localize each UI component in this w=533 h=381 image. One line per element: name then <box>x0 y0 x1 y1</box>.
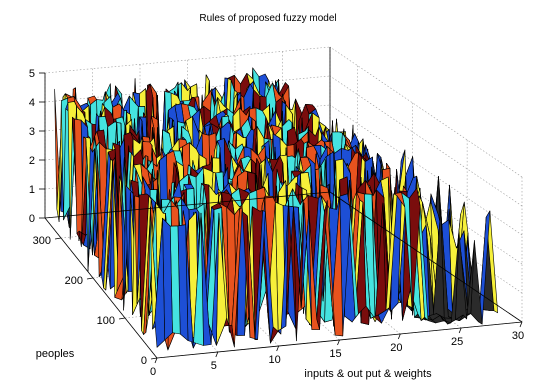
x-tick-mark <box>397 333 401 340</box>
grid-line <box>329 46 523 178</box>
x-tick-mark <box>458 327 462 334</box>
box-edge <box>44 191 331 219</box>
y-axis-line <box>44 217 158 359</box>
x-tick-label: 10 <box>269 354 281 366</box>
y-tick-mark <box>86 277 94 280</box>
x-axis-label: inputs & out put & weights <box>304 368 432 380</box>
x-tick-label: 20 <box>390 342 402 354</box>
x-tick-mark <box>215 351 219 358</box>
y-axis-label: peoples <box>36 348 75 360</box>
grid-line <box>329 75 523 207</box>
x-tick-label: 0 <box>150 366 156 378</box>
z-tick-label: 1 <box>29 184 35 196</box>
y-tick-mark <box>118 317 126 320</box>
z-tick-label: 2 <box>29 155 35 167</box>
x-tick-label: 25 <box>451 336 463 348</box>
z-tick-label: 5 <box>29 68 35 80</box>
chart-title: Rules of proposed fuzzy model <box>199 13 336 24</box>
z-tick-label: 3 <box>29 126 35 138</box>
x-tick-mark <box>154 357 158 364</box>
x-tick-mark <box>337 339 340 346</box>
y-tick-label: 300 <box>33 235 51 247</box>
x-tick-label: 30 <box>512 330 524 342</box>
y-tick-mark <box>150 357 158 360</box>
y-tick-label: 0 <box>141 355 147 367</box>
x-tick-mark <box>276 345 280 352</box>
x-tick-label: 5 <box>211 360 217 372</box>
box-edge <box>329 191 523 323</box>
z-tick-label: 4 <box>29 97 35 109</box>
x-tick-label: 15 <box>329 348 341 360</box>
x-tick-mark <box>519 321 523 328</box>
y-tick-label: 200 <box>65 275 83 287</box>
z-tick-label: 0 <box>29 213 35 225</box>
surface-face <box>154 217 165 348</box>
y-tick-label: 100 <box>97 315 115 327</box>
y-tick-mark <box>54 237 62 240</box>
